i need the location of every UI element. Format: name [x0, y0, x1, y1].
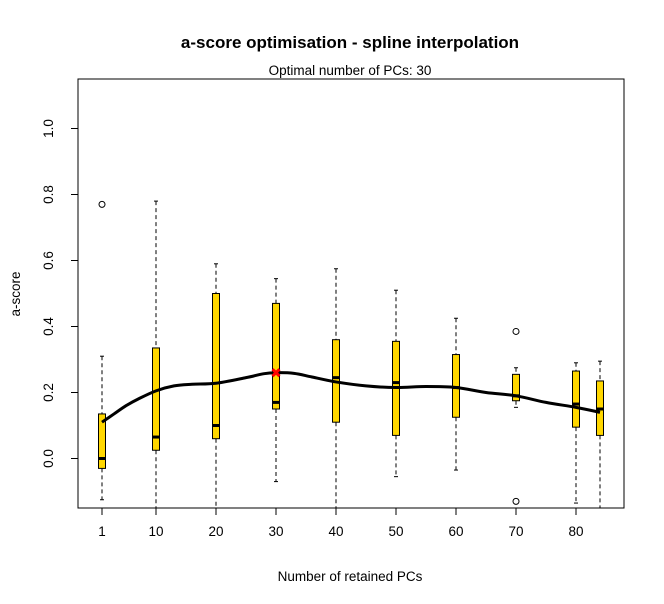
y-tick-label: 1.0 — [41, 119, 56, 138]
boxplot — [512, 327, 520, 505]
x-tick-label: 20 — [208, 524, 223, 539]
x-tick-label: 40 — [328, 524, 343, 539]
outlier — [98, 200, 106, 208]
chart-title: a-score optimisation - spline interpolat… — [181, 33, 519, 52]
outlier — [512, 497, 520, 505]
boxplot — [452, 317, 460, 471]
boxplot — [152, 200, 160, 509]
boxplot — [332, 268, 340, 509]
chart-subtitle: Optimal number of PCs: 30 — [269, 63, 432, 78]
boxplot — [596, 360, 604, 509]
x-tick-label: 60 — [448, 524, 463, 539]
outlier — [512, 327, 520, 335]
boxplot — [392, 289, 400, 478]
x-tick-label: 1 — [98, 524, 106, 539]
y-tick-label: 0.0 — [41, 449, 56, 468]
spline-layer — [101, 368, 601, 424]
boxplots — [98, 200, 604, 509]
x-axis: 1 10 20 30 40 50 60 70 80 — [98, 507, 584, 539]
x-axis-label: Number of retained PCs — [278, 569, 423, 584]
box — [212, 293, 220, 440]
box — [152, 347, 160, 451]
x-tick-label: 30 — [268, 524, 283, 539]
x-tick-label: 10 — [148, 524, 163, 539]
y-axis: 0.0 0.2 0.4 0.6 0.8 1.0 — [41, 119, 79, 468]
y-tick-label: 0.4 — [41, 317, 56, 336]
y-tick-label: 0.6 — [41, 251, 56, 270]
box — [512, 373, 520, 402]
y-tick-label: 0.2 — [41, 383, 56, 402]
boxplot — [212, 263, 220, 509]
x-tick-label: 50 — [388, 524, 403, 539]
boxplot — [572, 362, 580, 504]
box — [572, 370, 580, 428]
spline-line — [101, 371, 601, 424]
x-tick-label: 80 — [568, 524, 583, 539]
y-axis-label: a-score — [8, 271, 23, 316]
boxplot — [272, 278, 280, 483]
box — [272, 302, 280, 410]
y-tick-label: 0.8 — [41, 185, 56, 204]
boxplot — [98, 200, 106, 501]
box — [98, 413, 106, 469]
optimum-marker — [271, 368, 281, 378]
x-tick-label: 70 — [508, 524, 523, 539]
